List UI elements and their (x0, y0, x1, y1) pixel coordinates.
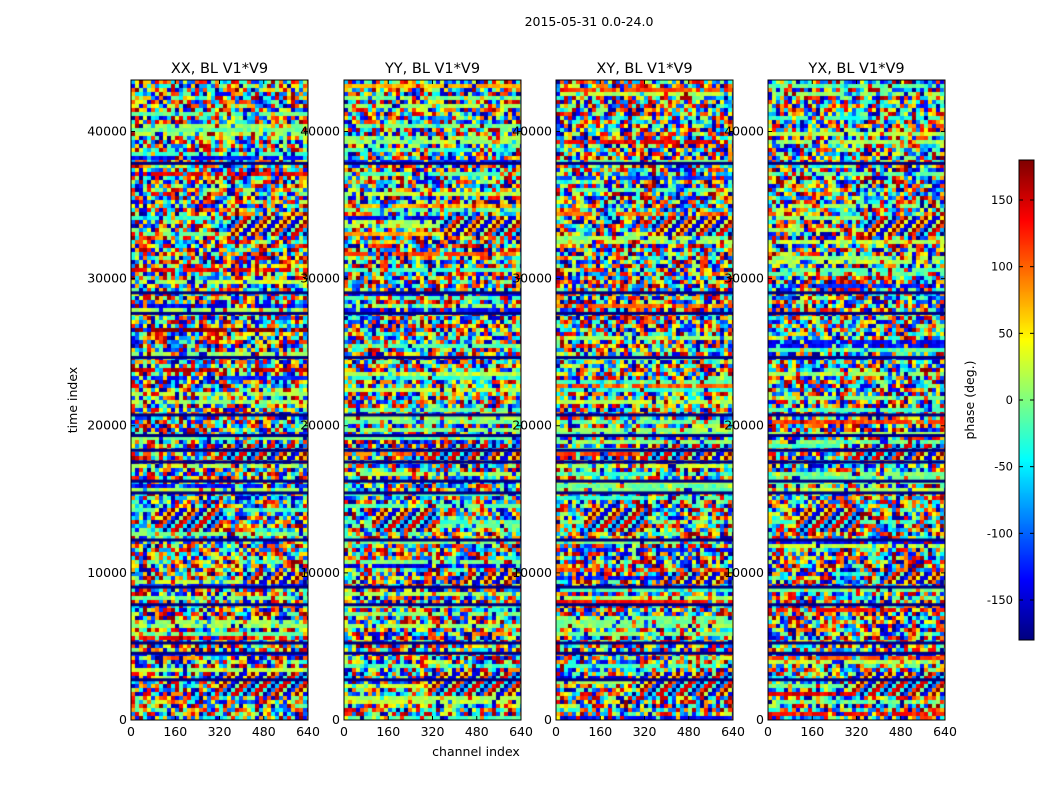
x-tick-label: 480 (677, 724, 701, 739)
colorbar-tick-label: 150 (991, 193, 1013, 207)
y-tick-label: 40000 (724, 123, 764, 138)
x-tick-label: 160 (163, 724, 187, 739)
y-tick-label: 10000 (300, 565, 340, 580)
colorbar-tick-label: 100 (991, 260, 1013, 274)
y-tick-label: 20000 (87, 418, 127, 433)
panel-title: YY, BL V1*V9 (384, 61, 480, 77)
y-tick-label: 0 (544, 712, 552, 727)
figure-suptitle: 2015-05-31 0.0-24.0 (525, 14, 654, 29)
x-tick-label: 480 (465, 724, 489, 739)
x-tick-label: 640 (509, 724, 533, 739)
x-tick-label: 640 (721, 724, 745, 739)
y-tick-label: 30000 (300, 271, 340, 286)
y-tick-label: 10000 (512, 565, 552, 580)
y-tick-label: 10000 (87, 565, 127, 580)
y-tick-label: 40000 (300, 123, 340, 138)
x-tick-label: 320 (421, 724, 445, 739)
panel-title: XY, BL V1*V9 (596, 61, 692, 77)
x-tick-label: 0 (552, 724, 560, 739)
x-tick-label: 0 (340, 724, 348, 739)
heatmap-panel: XX, BL V1*V9 0 160 320 480 640 0 10000 20000 3000… (87, 61, 320, 739)
x-tick-label: 320 (208, 724, 232, 739)
colorbar-gradient (1019, 160, 1034, 640)
heatmap-panels: XX, BL V1*V9 0 160 320 480 640 0 10000 20000 3000… (87, 61, 957, 739)
x-tick-label: 640 (933, 724, 957, 739)
colorbar-tick-label: -150 (987, 593, 1013, 607)
panel-title: YX, BL V1*V9 (807, 61, 904, 77)
x-tick-label: 0 (764, 724, 772, 739)
heatmap-panel: YX, BL V1*V9 0 160 320 480 640 0 10000 20000 3000… (724, 61, 957, 739)
x-axis-label: channel index (432, 744, 520, 759)
y-tick-label: 20000 (724, 418, 764, 433)
x-tick-label: 160 (376, 724, 400, 739)
x-tick-label: 160 (800, 724, 824, 739)
y-tick-label: 0 (756, 712, 764, 727)
heatmap-image (768, 80, 945, 720)
y-tick-label: 0 (119, 712, 127, 727)
heatmap-panel: YY, BL V1*V9 0 160 320 480 640 0 10000 20000 3000… (300, 61, 533, 739)
heatmap-image (344, 80, 521, 720)
colorbar-tick-label: -50 (994, 460, 1013, 474)
heatmap-panel: XY, BL V1*V9 0 160 320 480 640 0 10000 20000 3000… (512, 61, 745, 739)
y-tick-label: 20000 (300, 418, 340, 433)
y-tick-label: 40000 (512, 123, 552, 138)
colorbar: -150 -100 -50 0 50 100 150 phase (deg.) (962, 159, 1035, 641)
y-tick-label: 10000 (724, 565, 764, 580)
y-tick-label: 30000 (512, 271, 552, 286)
y-tick-label: 30000 (87, 271, 127, 286)
y-tick-label: 40000 (87, 123, 127, 138)
heatmap-image (131, 80, 308, 720)
x-tick-label: 160 (588, 724, 612, 739)
y-tick-label: 0 (332, 712, 340, 727)
panel-title: XX, BL V1*V9 (171, 61, 268, 77)
x-tick-label: 320 (633, 724, 657, 739)
x-tick-label: 480 (889, 724, 913, 739)
colorbar-tick-label: 50 (998, 326, 1013, 340)
colorbar-tick-label: 0 (1006, 393, 1013, 407)
colorbar-label: phase (deg.) (962, 361, 977, 440)
x-tick-label: 320 (845, 724, 869, 739)
y-axis-label: time index (65, 367, 80, 433)
heatmap-image (556, 80, 733, 720)
y-tick-label: 30000 (724, 271, 764, 286)
y-tick-label: 20000 (512, 418, 552, 433)
x-tick-label: 0 (127, 724, 135, 739)
colorbar-tick-label: -100 (987, 526, 1013, 540)
x-tick-label: 640 (296, 724, 320, 739)
x-tick-label: 480 (252, 724, 276, 739)
